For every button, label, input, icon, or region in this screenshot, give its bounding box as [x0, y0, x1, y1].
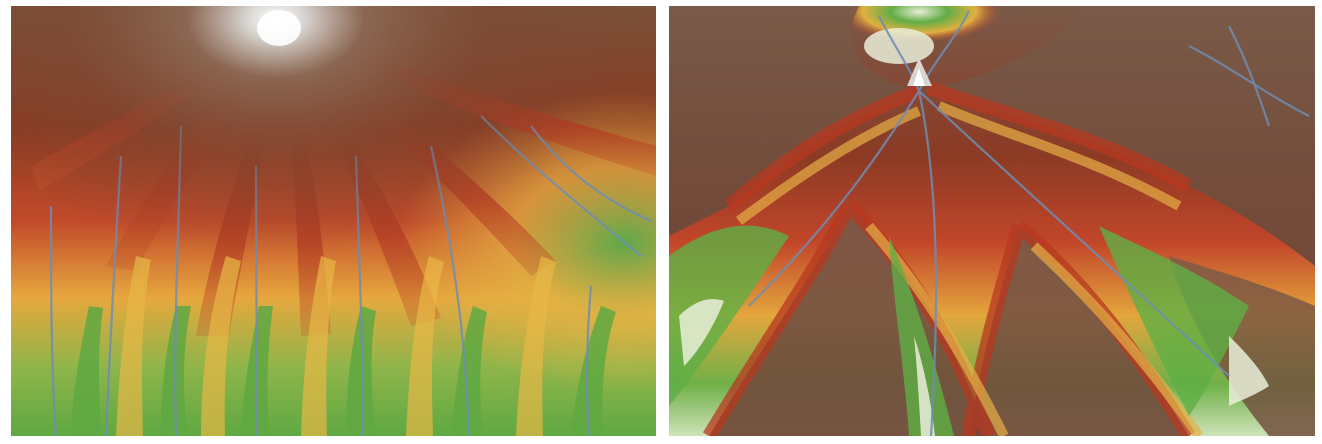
terrain-right-svg — [669, 6, 1315, 436]
terrain-left-svg — [11, 6, 656, 436]
terrain-image-left — [11, 6, 656, 436]
terrain-left-summit-glow — [11, 6, 656, 436]
terrain-right-snowcap — [913, 68, 925, 86]
terrain-image-right — [669, 6, 1315, 436]
terrain-right-valley-floors — [679, 28, 1269, 436]
terrain-right-valleys — [669, 225, 1249, 436]
terrain-left-snowcap — [257, 10, 301, 46]
